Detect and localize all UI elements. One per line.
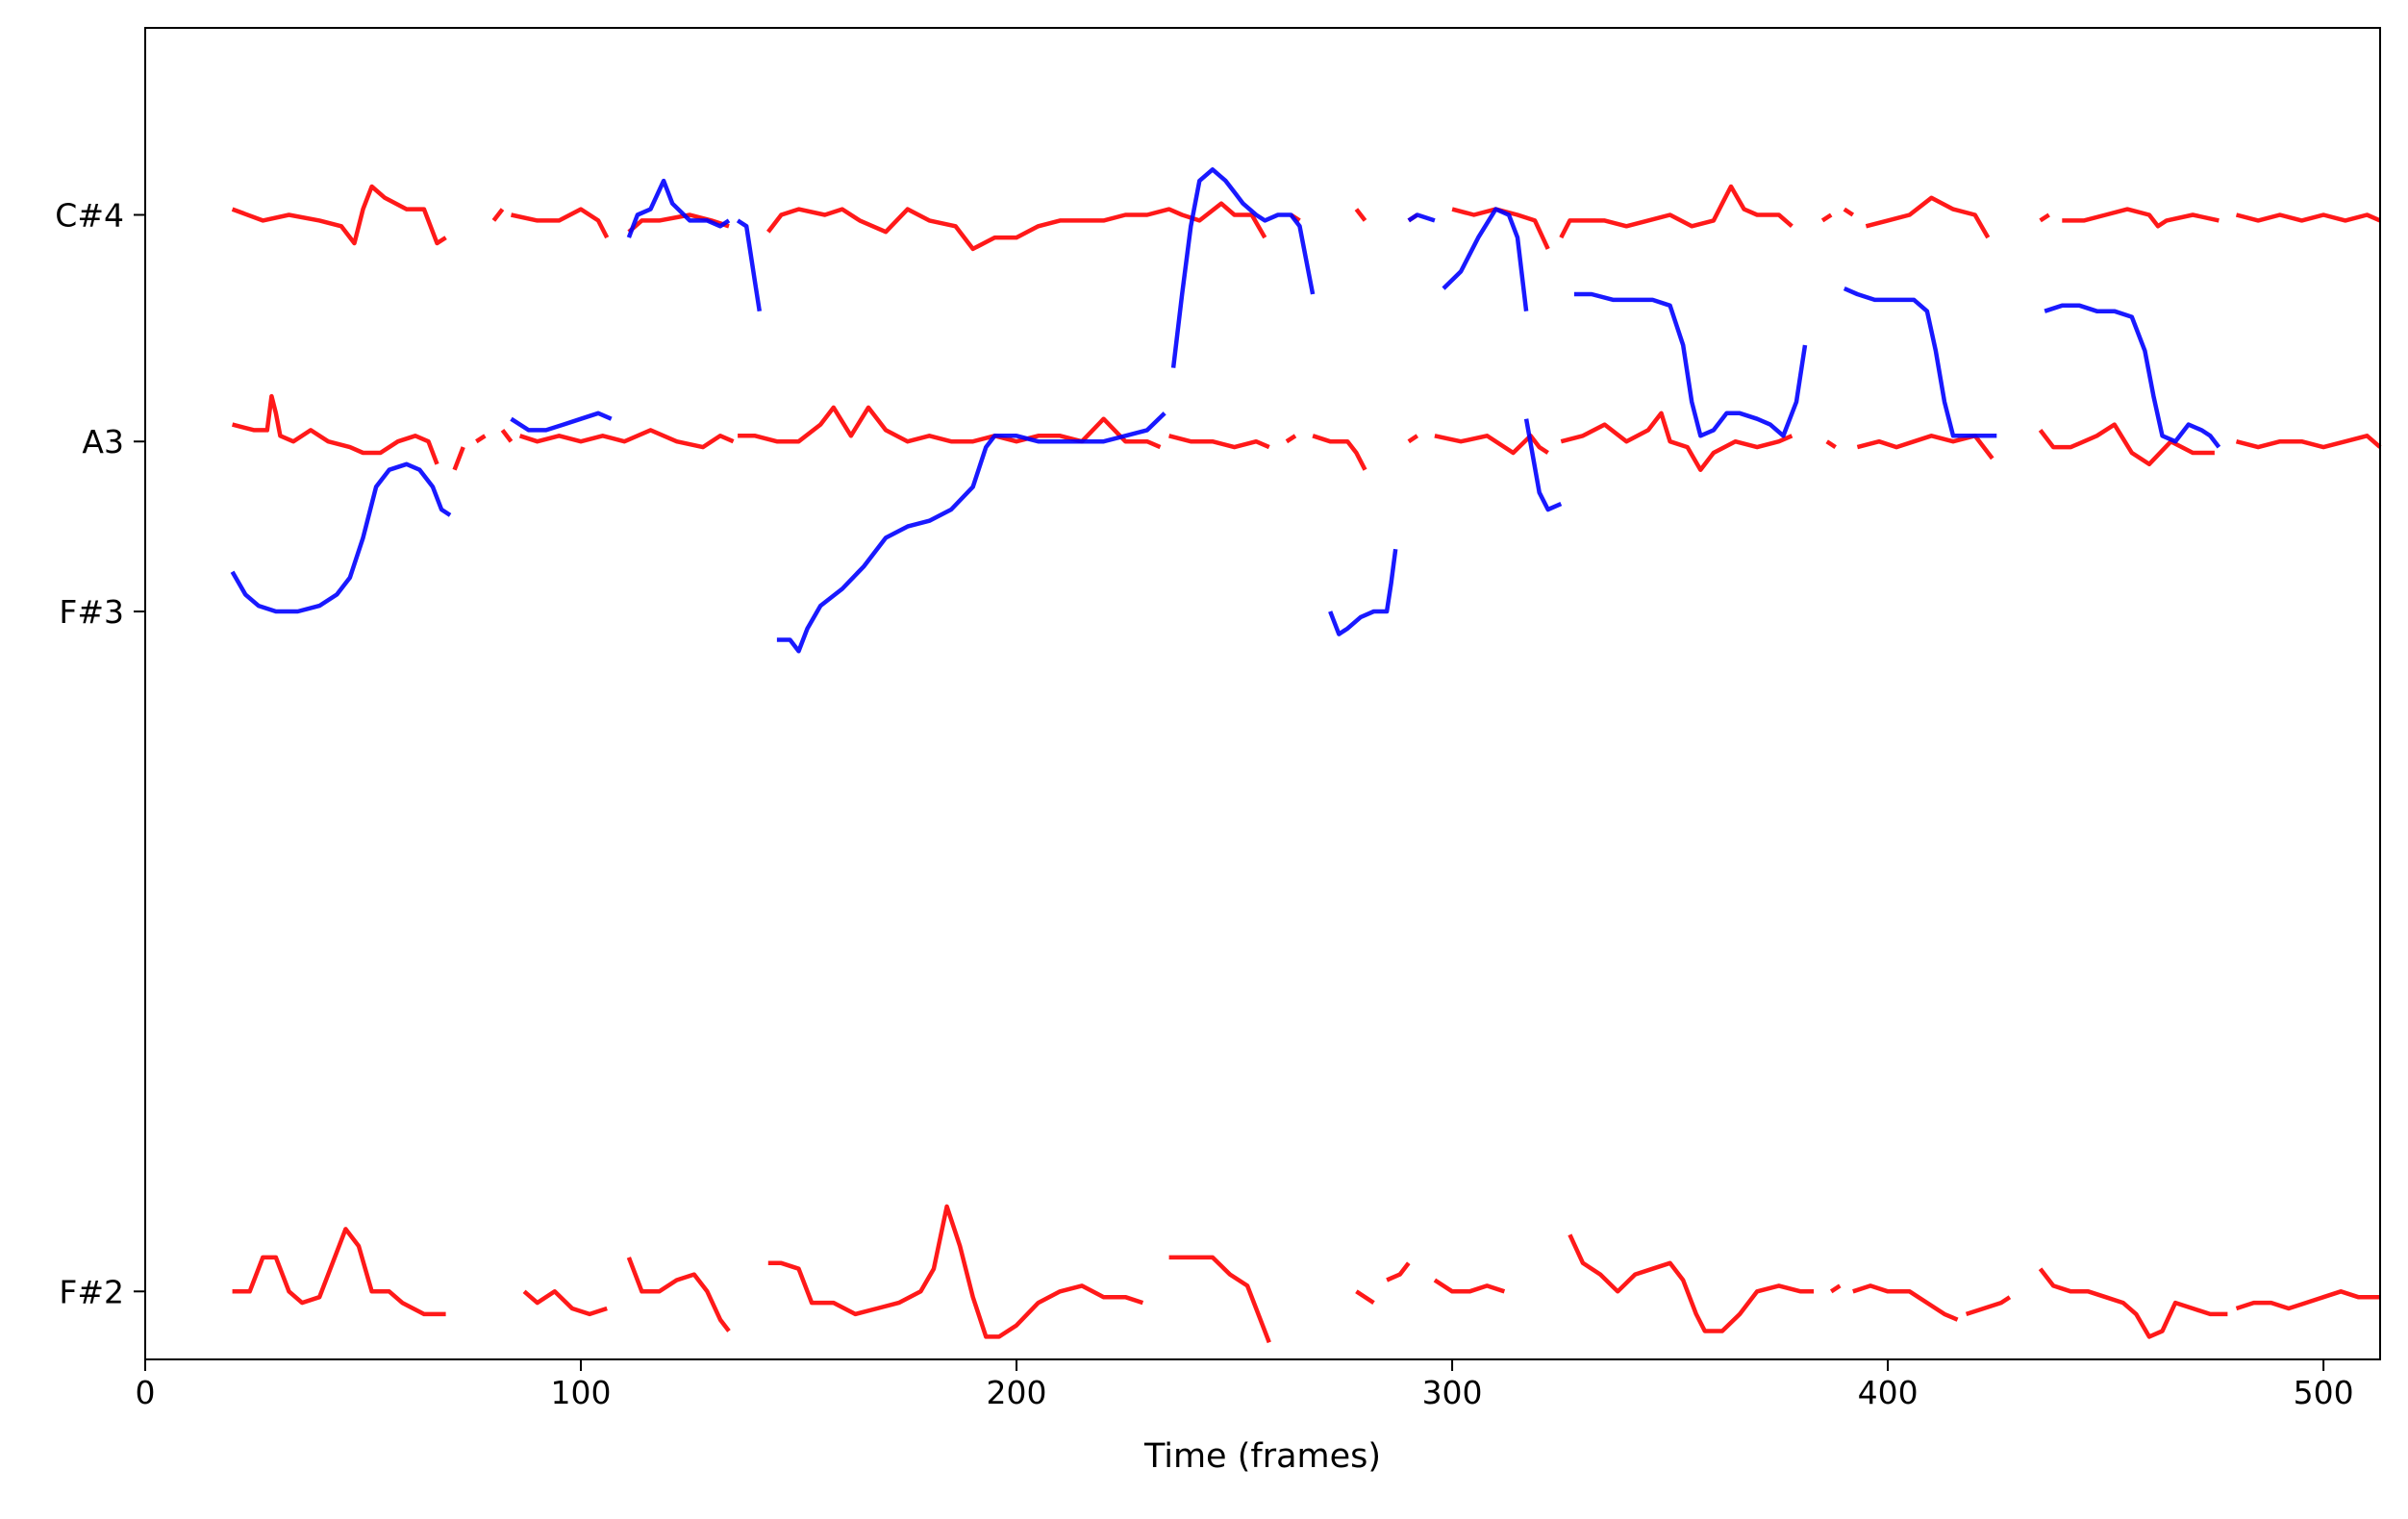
series-2-segment-4 <box>736 218 763 312</box>
x-tick-label: 200 <box>987 1374 1047 1411</box>
series-1-segment-26 <box>1407 434 1419 444</box>
series-1-segment-7 <box>1354 208 1367 222</box>
series-1-segment-2 <box>491 208 505 222</box>
series-1-segment-10 <box>1559 184 1793 239</box>
axis-layer: 0 100 200 300 400 500 C#4 A3 F#3 F#2 <box>55 196 2353 1411</box>
series-1-segment-45 <box>2038 1267 2228 1339</box>
series-1-segment-17 <box>232 393 439 465</box>
y-tick-label: F#3 <box>59 593 124 631</box>
series-1-segment-40 <box>1433 1278 1506 1294</box>
series-1-segment-22 <box>738 405 1162 450</box>
x-tick-label: 300 <box>1422 1374 1483 1411</box>
series-2-segment-8 <box>1407 212 1436 223</box>
series-1-segment-15 <box>2062 207 2220 229</box>
series-2-segment-13 <box>2044 303 2221 449</box>
series-1-segment-46 <box>2235 1289 2380 1311</box>
x-tick-label: 500 <box>2294 1374 2354 1411</box>
series-1-segment-20 <box>500 429 514 443</box>
x-tick-label: 400 <box>1858 1374 1919 1411</box>
y-tick-label: C#4 <box>55 196 124 234</box>
plot-frame <box>144 27 2381 1360</box>
series-1-segment-38 <box>1355 1289 1375 1305</box>
series-2-segment-6 <box>1170 167 1316 368</box>
series-1-segment-27 <box>1434 434 1549 456</box>
series-1-segment-14 <box>2039 212 2050 223</box>
series-1-segment-3 <box>511 207 610 239</box>
series-1-segment-5 <box>766 201 1267 252</box>
series-2-segment-10 <box>1523 418 1563 512</box>
series-1-segment-25 <box>1312 434 1367 471</box>
series-1-segment-1 <box>231 184 447 246</box>
series-1-segment-16 <box>2235 212 2381 223</box>
series-1-segment-29 <box>1825 439 1837 449</box>
x-axis-title: Time (frames) <box>1143 1437 1381 1476</box>
series-1-segment-39 <box>1386 1261 1411 1282</box>
series-2-segment-2 <box>510 411 613 433</box>
series-1-segment-31 <box>2038 422 2215 467</box>
series-1-segment-33 <box>232 1227 446 1317</box>
series-1-segment-43 <box>1852 1283 1959 1322</box>
series-1-segment-44 <box>1965 1295 2012 1317</box>
series-1-segment-19 <box>475 434 487 444</box>
series-2-segment-9 <box>1442 207 1529 311</box>
series-2-segment-7 <box>1328 548 1398 636</box>
series-layer <box>230 167 2382 1344</box>
series-1-segment-37 <box>1168 1255 1271 1344</box>
series-1-segment-34 <box>522 1289 608 1317</box>
series-2-segment-1 <box>230 461 452 614</box>
series-1-segment-12 <box>1843 207 1855 217</box>
y-tick-label: F#2 <box>59 1273 124 1310</box>
series-1-segment-24 <box>1285 434 1297 444</box>
series-1-segment-36 <box>767 1204 1144 1339</box>
y-tick-label: A3 <box>82 423 124 461</box>
x-tick-label: 0 <box>136 1374 156 1411</box>
series-1-segment-21 <box>518 428 735 450</box>
series-1-segment-41 <box>1568 1233 1815 1333</box>
series-1-segment-23 <box>1168 434 1270 450</box>
series-2-segment-5 <box>776 411 1166 654</box>
series-1-segment-11 <box>1820 212 1833 223</box>
series-1-segment-18 <box>452 446 465 471</box>
series-1-segment-35 <box>626 1257 731 1332</box>
series-1-segment-42 <box>1829 1283 1842 1294</box>
series-1-segment-32 <box>2235 434 2382 450</box>
series-2-segment-11 <box>1573 291 1808 438</box>
series-1-segment-13 <box>1865 195 1991 239</box>
series-2-segment-12 <box>1843 286 1997 438</box>
x-tick-label: 100 <box>551 1374 612 1411</box>
series-2-segment-3 <box>626 178 731 238</box>
series-1-segment-28 <box>1560 411 1793 472</box>
